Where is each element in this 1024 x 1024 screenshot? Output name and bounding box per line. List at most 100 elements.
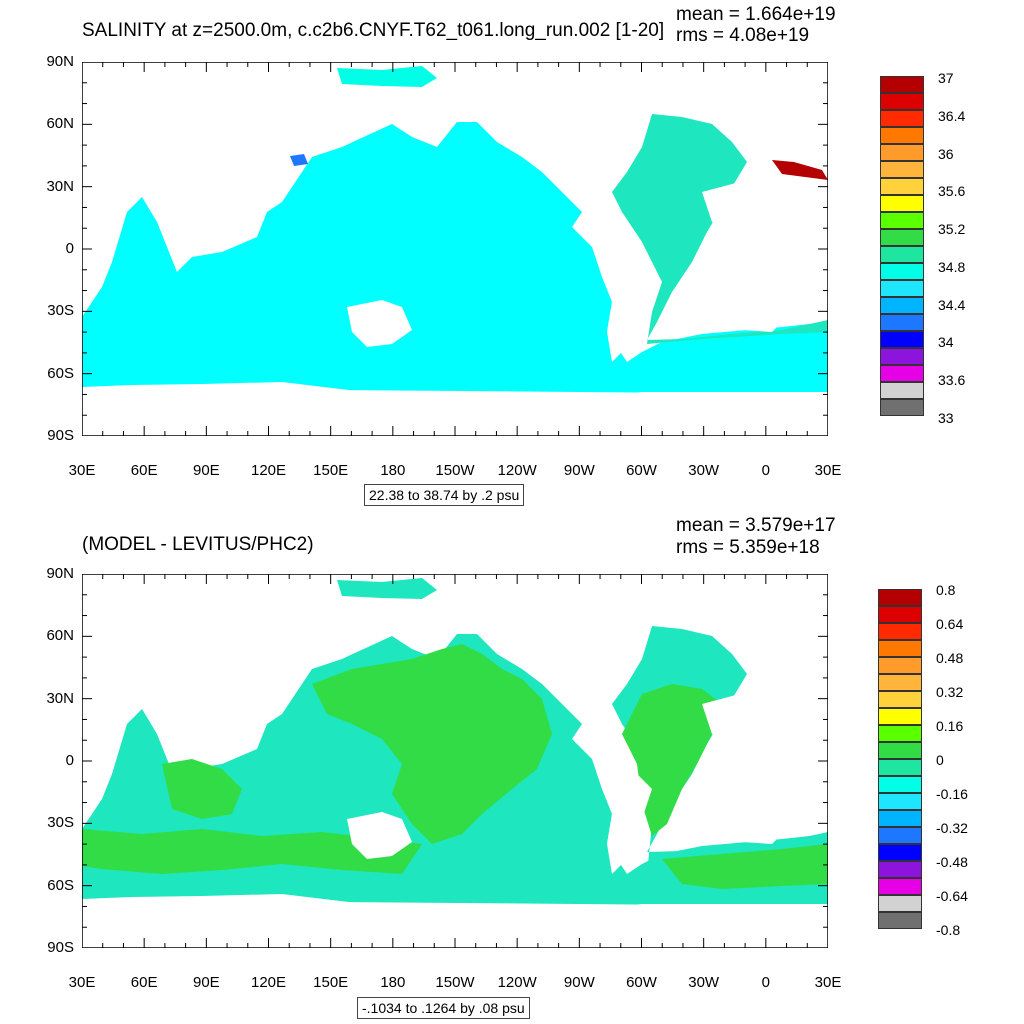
lon-tick-label: 150E <box>313 974 349 991</box>
africa-land <box>702 177 828 332</box>
colorbar-swatch <box>880 382 924 399</box>
colorbar-label: -0.32 <box>936 820 968 836</box>
colorbar-swatch <box>878 759 922 776</box>
colorbar-swatch <box>878 589 922 606</box>
africa-land <box>702 689 828 844</box>
colorbar-swatch <box>878 861 922 878</box>
colorbar-swatch <box>880 365 924 382</box>
lon-tick-label: 120E <box>250 974 287 991</box>
lon-tick-label: 180 <box>380 462 406 479</box>
lat-tick-label: 60S <box>47 364 74 382</box>
lat-tick-label: 60N <box>46 115 74 133</box>
lon-tick-label: 60E <box>130 462 158 479</box>
lat-tick-label: 60S <box>47 876 74 894</box>
contour-range-label: 22.38 to 38.74 by .2 psu <box>364 484 525 506</box>
rms-value: rms = 5.359e+18 <box>676 537 820 558</box>
lat-tick-label: 90S <box>47 427 74 444</box>
colorbar-label: 34.4 <box>938 296 966 313</box>
lon-tick-label: 60W <box>626 462 657 479</box>
colorbar-label: 0.48 <box>936 650 964 666</box>
colorbar-swatch <box>878 725 922 742</box>
salinity-colorbar <box>880 76 924 416</box>
lat-tick-label: 90S <box>47 939 74 956</box>
antarctica-land <box>82 388 828 436</box>
lon-tick-label: 90E <box>192 462 220 479</box>
colorbar-label: 33 <box>938 410 954 426</box>
australia-land <box>347 812 412 859</box>
colorbar-swatch <box>880 263 924 280</box>
lon-tick-label: 150W <box>435 462 475 479</box>
contour-range-label: -.1034 to .1264 by .08 psu <box>357 997 530 1019</box>
lat-tick-label: 30S <box>47 814 74 832</box>
colorbar-label: 0.16 <box>936 718 964 734</box>
colorbar-swatch <box>880 144 924 161</box>
axis-ticks <box>82 62 828 436</box>
lon-tick-label: 30E <box>814 462 842 479</box>
lon-tick-label: 120E <box>250 462 287 479</box>
colorbar-label: -0.8 <box>936 922 961 938</box>
panel-title: SALINITY at z=2500.0m, c.c2b6.CNYF.T62_t… <box>82 20 665 41</box>
colorbar-swatch <box>880 161 924 178</box>
colorbar-label: 0.32 <box>936 684 964 700</box>
panel-title: (MODEL - LEVITUS/PHC2) <box>82 534 314 555</box>
difference-panel: (MODEL - LEVITUS/PHC2) mean = 3.579e+17 … <box>0 512 1024 1024</box>
colorbar-swatch <box>878 776 922 793</box>
colorbar-label: 37 <box>938 70 954 86</box>
colorbar-swatch <box>878 793 922 810</box>
pacific-positive-region <box>312 644 552 844</box>
arctic-ocean <box>337 578 437 599</box>
colorbar-swatch <box>880 127 924 144</box>
colorbar-swatch <box>880 297 924 314</box>
lat-tick-label: 30N <box>46 177 74 195</box>
colorbar-swatch <box>878 810 922 827</box>
colorbar-label: -0.64 <box>936 888 968 904</box>
axis-ticks <box>82 574 828 948</box>
lon-tick-label: 180 <box>380 974 406 991</box>
australia-land <box>347 300 412 347</box>
colorbar-swatch <box>880 195 924 212</box>
lon-tick-label: 0 <box>761 974 770 991</box>
colorbar-label: 34.8 <box>938 258 966 275</box>
colorbar-swatch <box>878 912 922 929</box>
antarctica-land <box>82 900 828 948</box>
lon-tick-label: 30E <box>814 974 842 991</box>
lat-tick-label: 30S <box>47 302 74 320</box>
lon-tick-label: 90W <box>563 462 595 479</box>
colorbar-swatch <box>878 623 922 640</box>
colorbar-label: 35.6 <box>938 183 966 200</box>
mean-value: mean = 1.664e+19 <box>676 4 836 25</box>
lon-tick-label: 30W <box>688 462 720 479</box>
lat-tick-label: 30N <box>46 689 74 707</box>
colorbar-swatch <box>880 212 924 229</box>
red-sea-feature <box>772 160 828 180</box>
colorbar-swatch <box>880 229 924 246</box>
mean-value: mean = 3.579e+17 <box>676 515 836 536</box>
lon-tick-label: 30E <box>68 462 96 479</box>
lon-tick-label: 120W <box>497 974 537 991</box>
colorbar-label: 36.4 <box>938 107 966 124</box>
lat-tick-label: 90N <box>46 53 74 70</box>
colorbar-label: 34 <box>938 334 954 351</box>
colorbar-swatch <box>880 110 924 127</box>
colorbar-label: 0.64 <box>936 616 964 632</box>
southern-positive-band <box>82 829 422 874</box>
colorbar-swatch <box>878 657 922 674</box>
lat-tick-label: 0 <box>65 240 74 257</box>
south-atlantic-positive-band <box>662 844 828 889</box>
lon-tick-label: 150W <box>435 974 475 991</box>
lon-tick-label: 60W <box>626 974 657 991</box>
arctic-ocean <box>337 66 437 87</box>
lon-tick-label: 150E <box>313 462 349 479</box>
pacific-indian-ocean <box>82 122 828 407</box>
south-america-land <box>602 764 652 874</box>
difference-map <box>82 574 828 948</box>
colorbar-swatch <box>878 606 922 623</box>
colorbar-label: 33.6 <box>938 372 966 389</box>
colorbar-swatch <box>878 674 922 691</box>
south-america-land <box>602 252 652 362</box>
lon-tick-label: 60E <box>130 974 158 991</box>
colorbar-swatch <box>880 331 924 348</box>
colorbar-swatch <box>880 178 924 195</box>
colorbar-swatch <box>880 76 924 93</box>
colorbar-swatch <box>878 895 922 912</box>
